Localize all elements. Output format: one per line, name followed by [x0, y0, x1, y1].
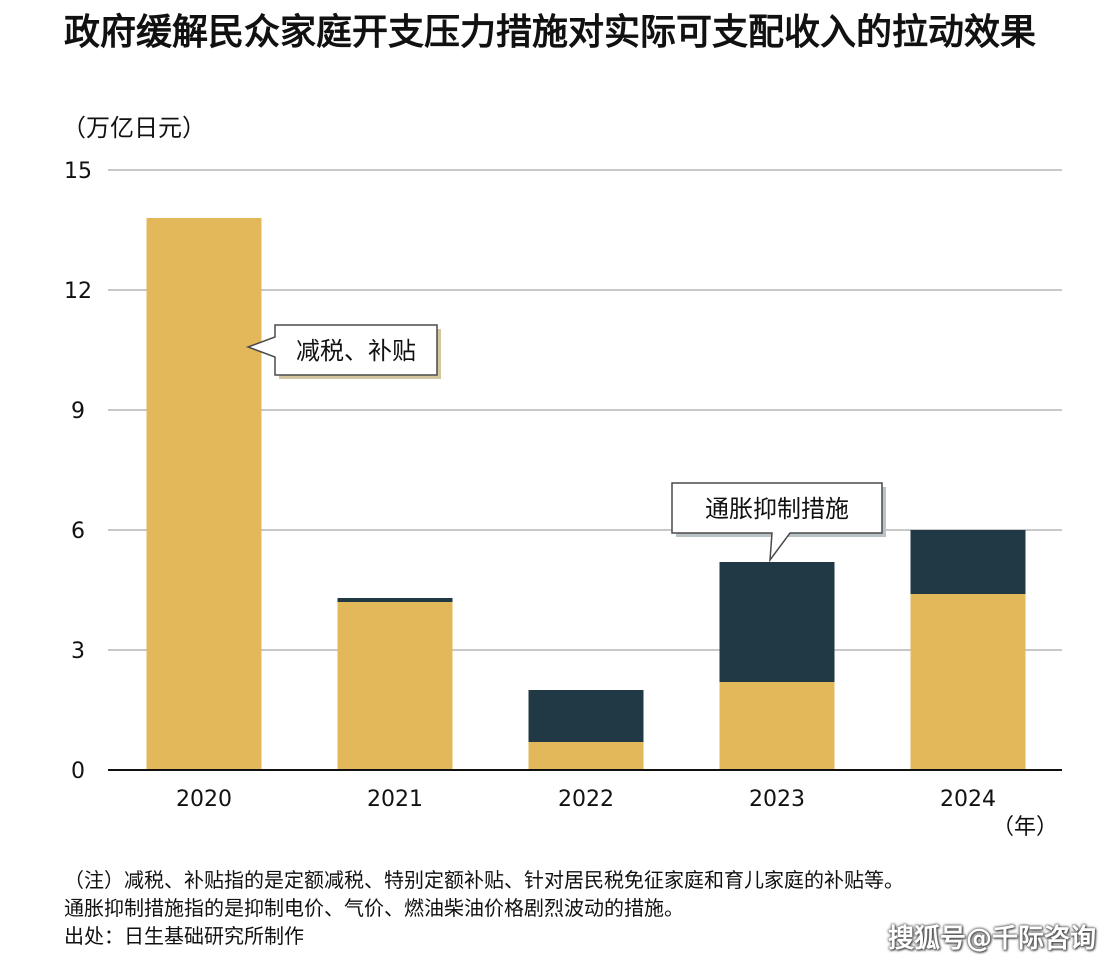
bar-2020-series-0 — [146, 218, 262, 770]
x-tick-label-2021: 2021 — [367, 787, 423, 812]
bar-2024-series-0 — [910, 594, 1026, 770]
callout-tax-subsidy-label: 减税、补贴 — [296, 337, 416, 365]
bar-2022-series-1 — [528, 690, 644, 742]
grid-lines — [108, 169, 1062, 651]
note-source: 出处：日生基础研究所制作 — [64, 924, 304, 948]
y-axis-unit-label: （万亿日元） — [62, 114, 206, 142]
stacked-bar-chart: 0 3 6 9 12 15 2020 2021 2022 2023 2024 （年） 减税、补贴通… — [64, 159, 1062, 840]
y-tick-label: 12 — [64, 279, 92, 304]
x-tick-label-2022: 2022 — [558, 787, 614, 812]
bar-2023-series-1 — [719, 562, 835, 682]
bars — [146, 218, 1026, 770]
x-tick-label-2020: 2020 — [176, 787, 232, 812]
y-tick-labels: 0 3 6 9 12 15 — [64, 159, 92, 784]
chart-title: 政府缓解民众家庭开支压力措施对实际可支配收入的拉动效果 — [64, 12, 1037, 53]
x-tick-label-2023: 2023 — [749, 787, 805, 812]
x-axis-unit-label: （年） — [992, 815, 1058, 840]
note-definition-tax-subsidy: （注）减税、补贴指的是定额减税、特别定额补贴、针对居民税免征家庭和育儿家庭的补贴… — [64, 868, 904, 892]
x-tick-label-2024: 2024 — [940, 787, 996, 812]
y-tick-label: 15 — [64, 159, 92, 184]
y-tick-label: 0 — [71, 759, 85, 784]
bar-2023-series-0 — [719, 682, 835, 770]
callout-tax-subsidy-box — [245, 324, 438, 376]
y-tick-label: 6 — [71, 519, 85, 544]
callout-inflation-label: 通胀抑制措施 — [705, 495, 849, 523]
bar-2022-series-0 — [528, 742, 644, 770]
note-definition-inflation: 通胀抑制措施指的是抑制电价、气价、燃油柴油价格剧烈波动的措施。 — [64, 896, 684, 920]
footnotes: （注）减税、补贴指的是定额减税、特别定额补贴、针对居民税免征家庭和育儿家庭的补贴… — [64, 866, 904, 950]
bar-2021-series-0 — [337, 602, 453, 770]
y-tick-label: 3 — [71, 639, 85, 664]
watermark: 搜狐号@千际咨询 — [887, 924, 1096, 954]
bar-2021-series-1 — [337, 598, 453, 602]
callout-inflation-box — [671, 482, 883, 563]
bar-2024-series-1 — [910, 530, 1026, 594]
y-tick-label: 9 — [71, 399, 85, 424]
x-tick-labels: 2020 2021 2022 2023 2024 — [176, 787, 996, 812]
